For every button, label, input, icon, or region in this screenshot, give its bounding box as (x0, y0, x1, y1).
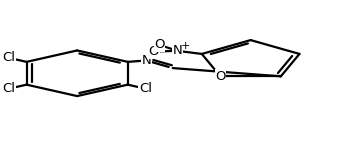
Text: Cl: Cl (139, 82, 152, 95)
Text: O: O (149, 45, 159, 58)
Text: -: - (160, 42, 164, 52)
Text: N: N (173, 44, 183, 57)
Text: O: O (154, 38, 165, 51)
Text: Cl: Cl (2, 82, 15, 95)
Text: N: N (141, 54, 151, 67)
Text: +: + (181, 41, 190, 51)
Text: Cl: Cl (2, 51, 15, 64)
Text: O: O (215, 70, 226, 83)
